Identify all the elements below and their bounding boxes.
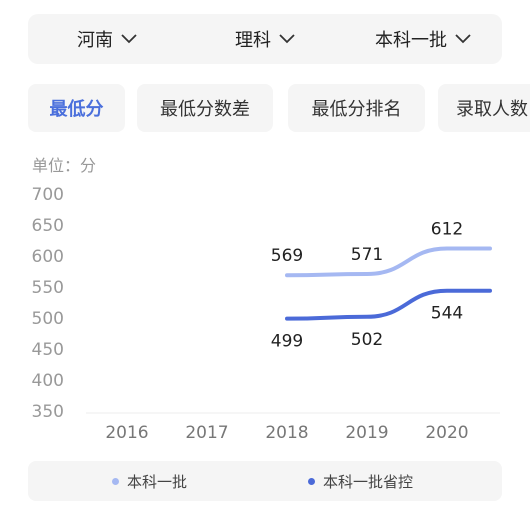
y-tick-label: 350 (32, 402, 64, 422)
province-filter[interactable]: 河南 (28, 26, 186, 52)
unit-label: 单位：分 (32, 156, 97, 175)
y-tick-label: 500 (32, 309, 64, 329)
legend-item-series-1[interactable]: 本科一批 (112, 471, 187, 492)
x-tick-label: 2017 (185, 423, 228, 443)
x-tick-label: 2020 (425, 423, 468, 443)
x-tick-label: 2019 (345, 423, 388, 443)
tab-label: 最低分 (49, 99, 104, 120)
data-label: 499 (271, 332, 303, 352)
tab-min-score-rank[interactable]: 最低分排名 (288, 84, 425, 132)
score-line-chart: 350 400 450 500 550 600 650 700 2016 2017 2018 2019… (32, 185, 500, 443)
data-label: 502 (351, 330, 383, 350)
y-tick-label: 700 (32, 185, 64, 205)
tab-min-score-diff[interactable]: 最低分数差 (137, 84, 273, 132)
batch-filter[interactable]: 本科一批 (344, 26, 502, 52)
series-line-2 (285, 288, 492, 321)
y-tick-label: 450 (32, 340, 64, 360)
x-tick-label: 2016 (105, 423, 148, 443)
subject-filter-label: 理科 (235, 30, 271, 51)
tab-label: 最低分数差 (160, 99, 250, 120)
tab-admission-count[interactable]: 录取人数 (438, 84, 530, 132)
tab-min-score[interactable]: 最低分 (28, 84, 125, 132)
metric-tabs: 最低分 最低分数差 最低分排名 录取人数 (28, 84, 530, 134)
y-tick-label: 550 (32, 278, 64, 298)
y-tick-label: 650 (32, 216, 64, 236)
subject-filter[interactable]: 理科 (186, 26, 344, 52)
x-tick-label: 2018 (265, 423, 308, 443)
series-line-1 (285, 246, 492, 278)
chevron-down-icon (455, 34, 471, 44)
legend-dot-icon (308, 477, 315, 485)
chevron-down-icon (279, 34, 295, 44)
y-tick-label: 600 (32, 247, 64, 267)
data-label: 544 (431, 304, 463, 324)
chart-legend: 本科一批 本科一批省控 (28, 461, 502, 501)
tab-label: 录取人数 (456, 99, 528, 120)
province-filter-label: 河南 (77, 30, 113, 51)
legend-dot-icon (112, 477, 119, 485)
chevron-down-icon (121, 34, 137, 44)
legend-label: 本科一批省控 (323, 472, 414, 491)
y-tick-label: 400 (32, 371, 64, 391)
data-label: 569 (271, 246, 303, 266)
data-label: 571 (351, 245, 383, 265)
filter-bar: 河南 理科 本科一批 (28, 14, 502, 64)
data-label: 612 (431, 220, 463, 240)
tab-label: 最低分排名 (311, 99, 402, 120)
legend-label: 本科一批 (127, 472, 188, 491)
batch-filter-label: 本科一批 (375, 30, 447, 51)
legend-item-series-2[interactable]: 本科一批省控 (308, 471, 413, 492)
